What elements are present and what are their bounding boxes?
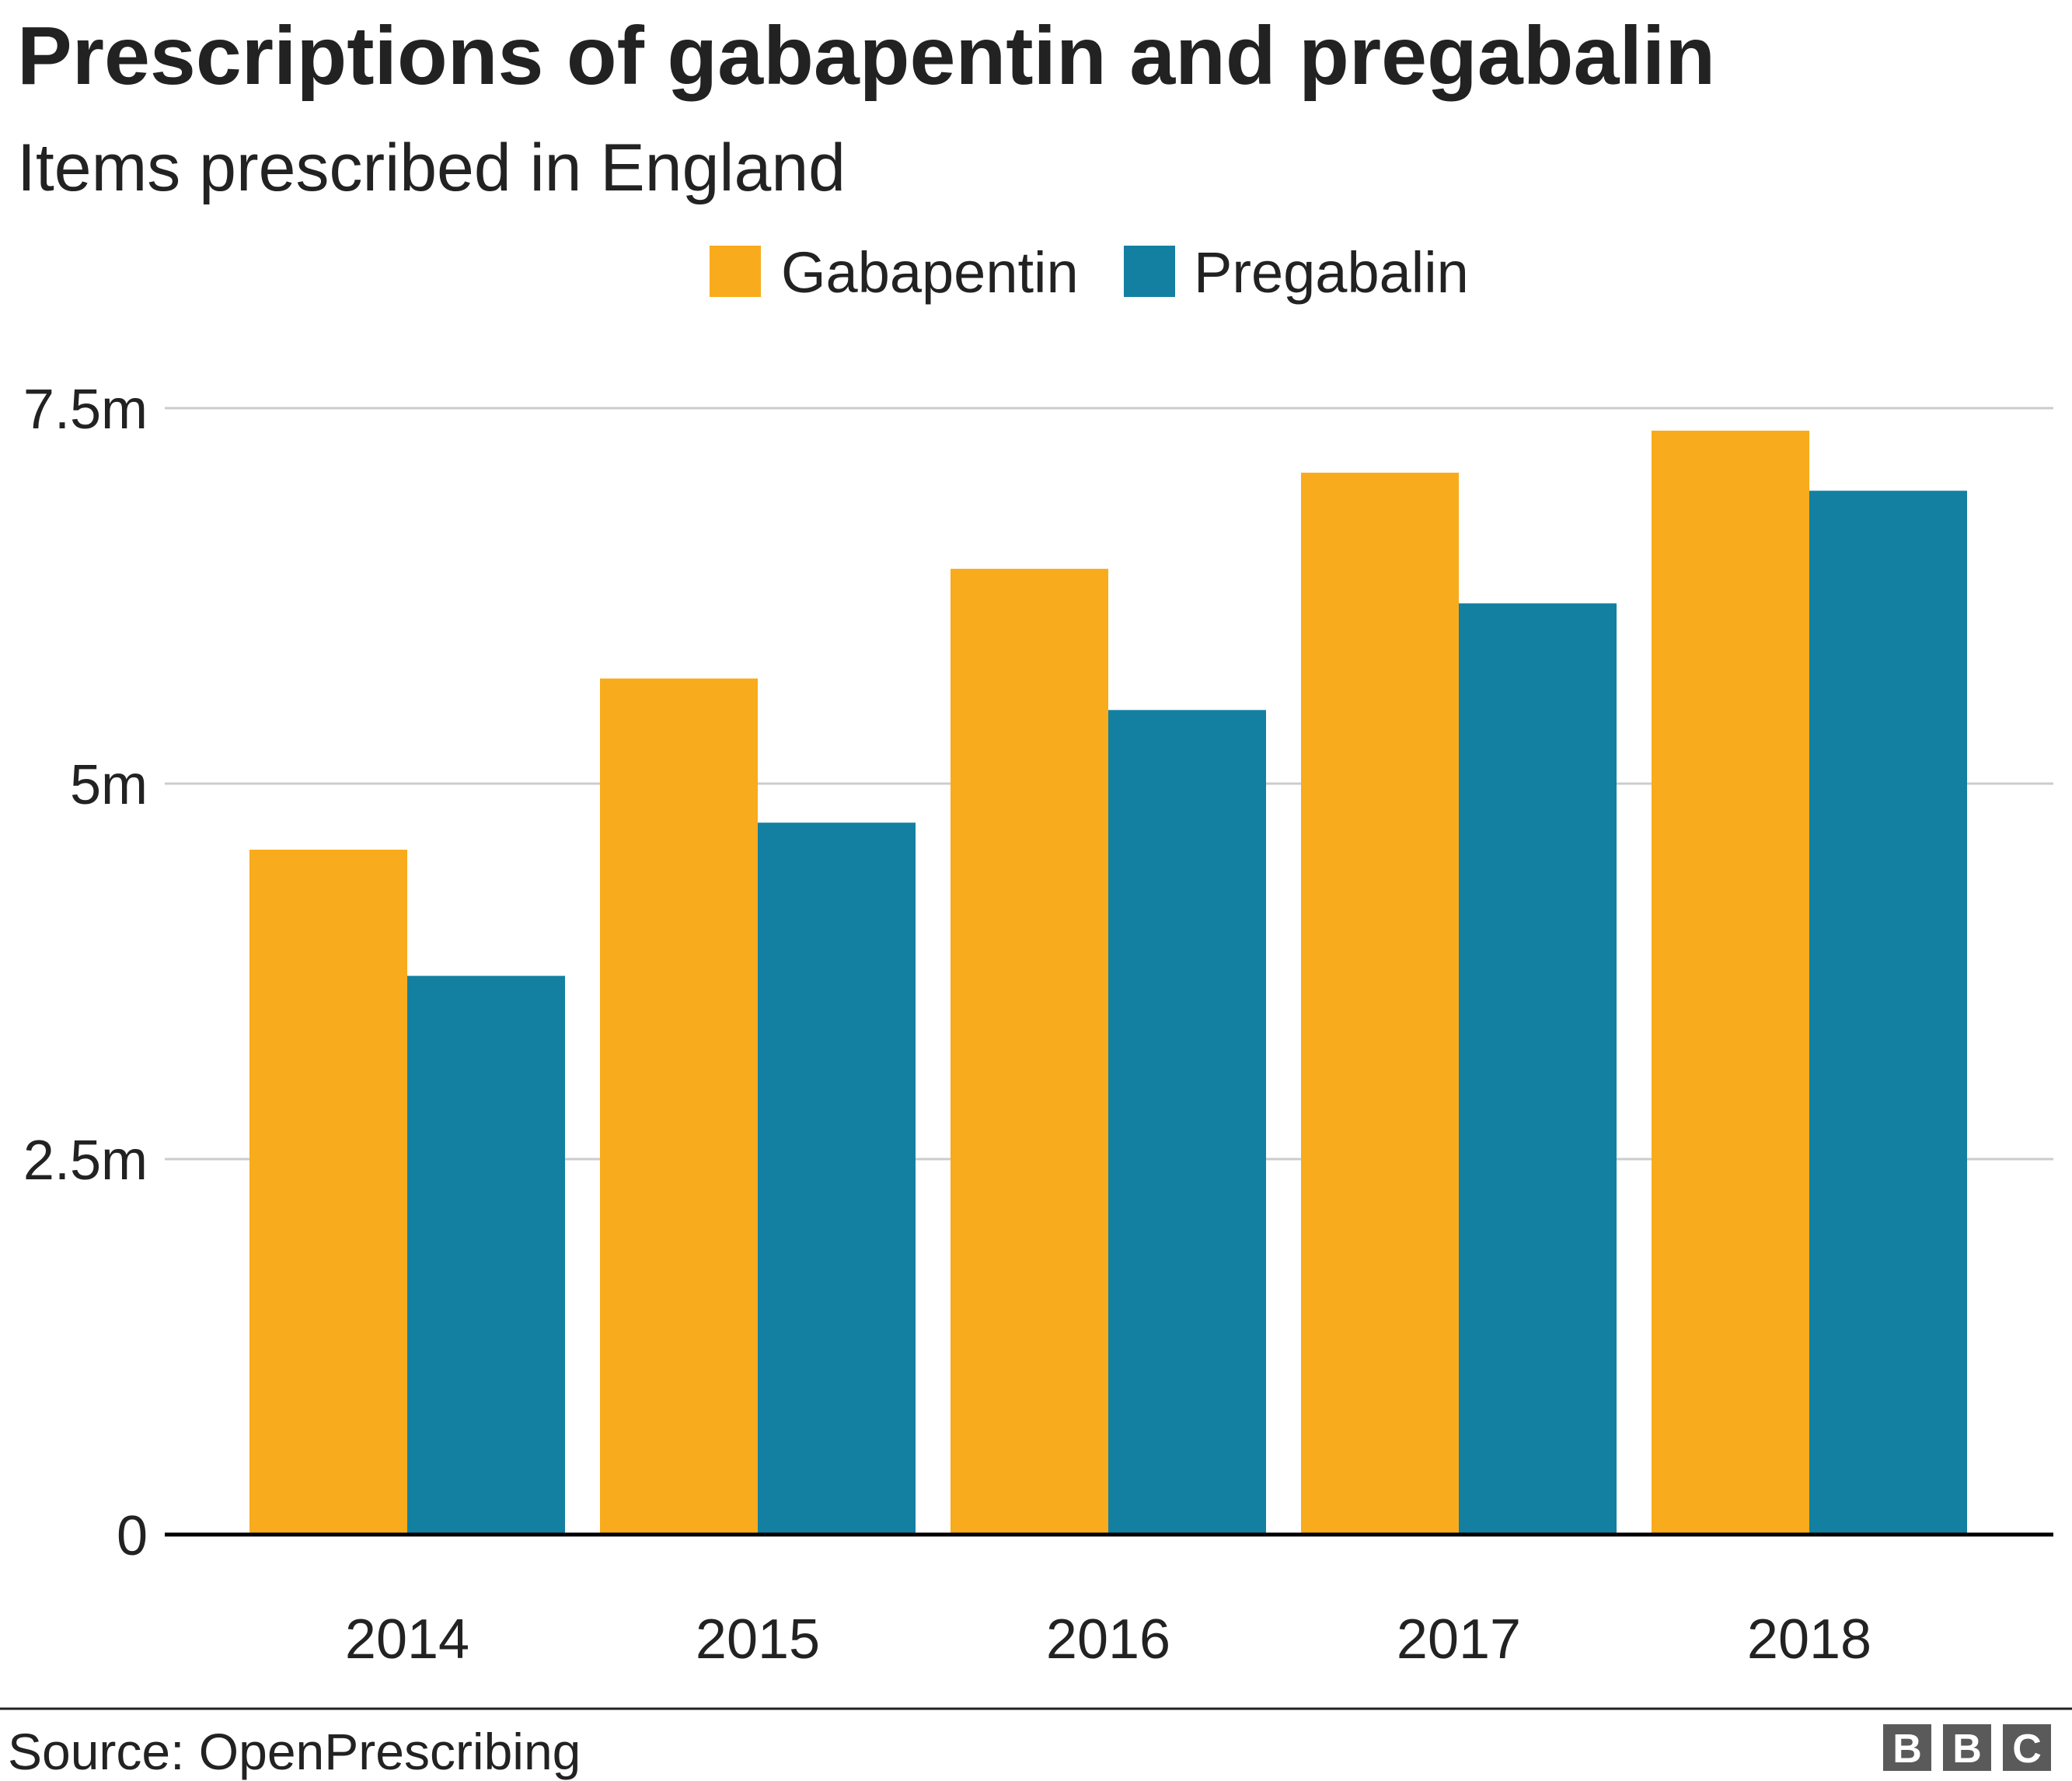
x-tick-label: 2017	[1397, 1608, 1521, 1671]
svg-text:C: C	[2012, 1727, 2042, 1772]
bbc-logo: B B C	[1883, 1724, 2051, 1772]
bar-pregabalin-2018	[1809, 491, 1967, 1535]
bar-gabapentin-2015	[600, 678, 758, 1535]
legend-label-gabapentin: Gabapentin	[781, 240, 1079, 305]
chart-title: Prescriptions of gabapentin and pregabal…	[17, 10, 1715, 102]
chart-subtitle: Items prescribed in England	[17, 131, 846, 205]
bar-gabapentin-2017	[1301, 473, 1459, 1535]
y-axis-labels: 0 2.5m 5m 7.5m	[23, 379, 148, 1567]
x-axis-labels: 2014 2015 2016 2017 2018	[345, 1608, 1871, 1671]
bar-gabapentin-2016	[951, 568, 1108, 1535]
x-tick-label: 2015	[696, 1608, 820, 1671]
y-tick-label: 5m	[70, 754, 148, 816]
x-tick-label: 2018	[1747, 1608, 1871, 1671]
x-tick-label: 2014	[345, 1608, 469, 1671]
legend-swatch-gabapentin	[710, 246, 761, 297]
svg-text:B: B	[1952, 1727, 1982, 1772]
y-tick-label: 2.5m	[23, 1130, 148, 1192]
bar-gabapentin-2018	[1652, 430, 1809, 1535]
bars	[249, 430, 1967, 1535]
bar-pregabalin-2017	[1459, 603, 1617, 1535]
svg-text:B: B	[1892, 1727, 1922, 1772]
y-tick-label: 7.5m	[23, 379, 148, 441]
bar-pregabalin-2016	[1108, 710, 1266, 1535]
legend: Gabapentin Pregabalin	[710, 240, 1469, 305]
bar-gabapentin-2014	[249, 850, 407, 1535]
bar-pregabalin-2014	[407, 976, 565, 1535]
legend-swatch-pregabalin	[1124, 246, 1175, 297]
y-tick-label: 0	[117, 1505, 148, 1567]
legend-label-pregabalin: Pregabalin	[1194, 240, 1469, 305]
bar-pregabalin-2015	[758, 822, 916, 1535]
x-tick-label: 2016	[1046, 1608, 1170, 1671]
source-text: Source: OpenPrescribing	[8, 1723, 581, 1780]
